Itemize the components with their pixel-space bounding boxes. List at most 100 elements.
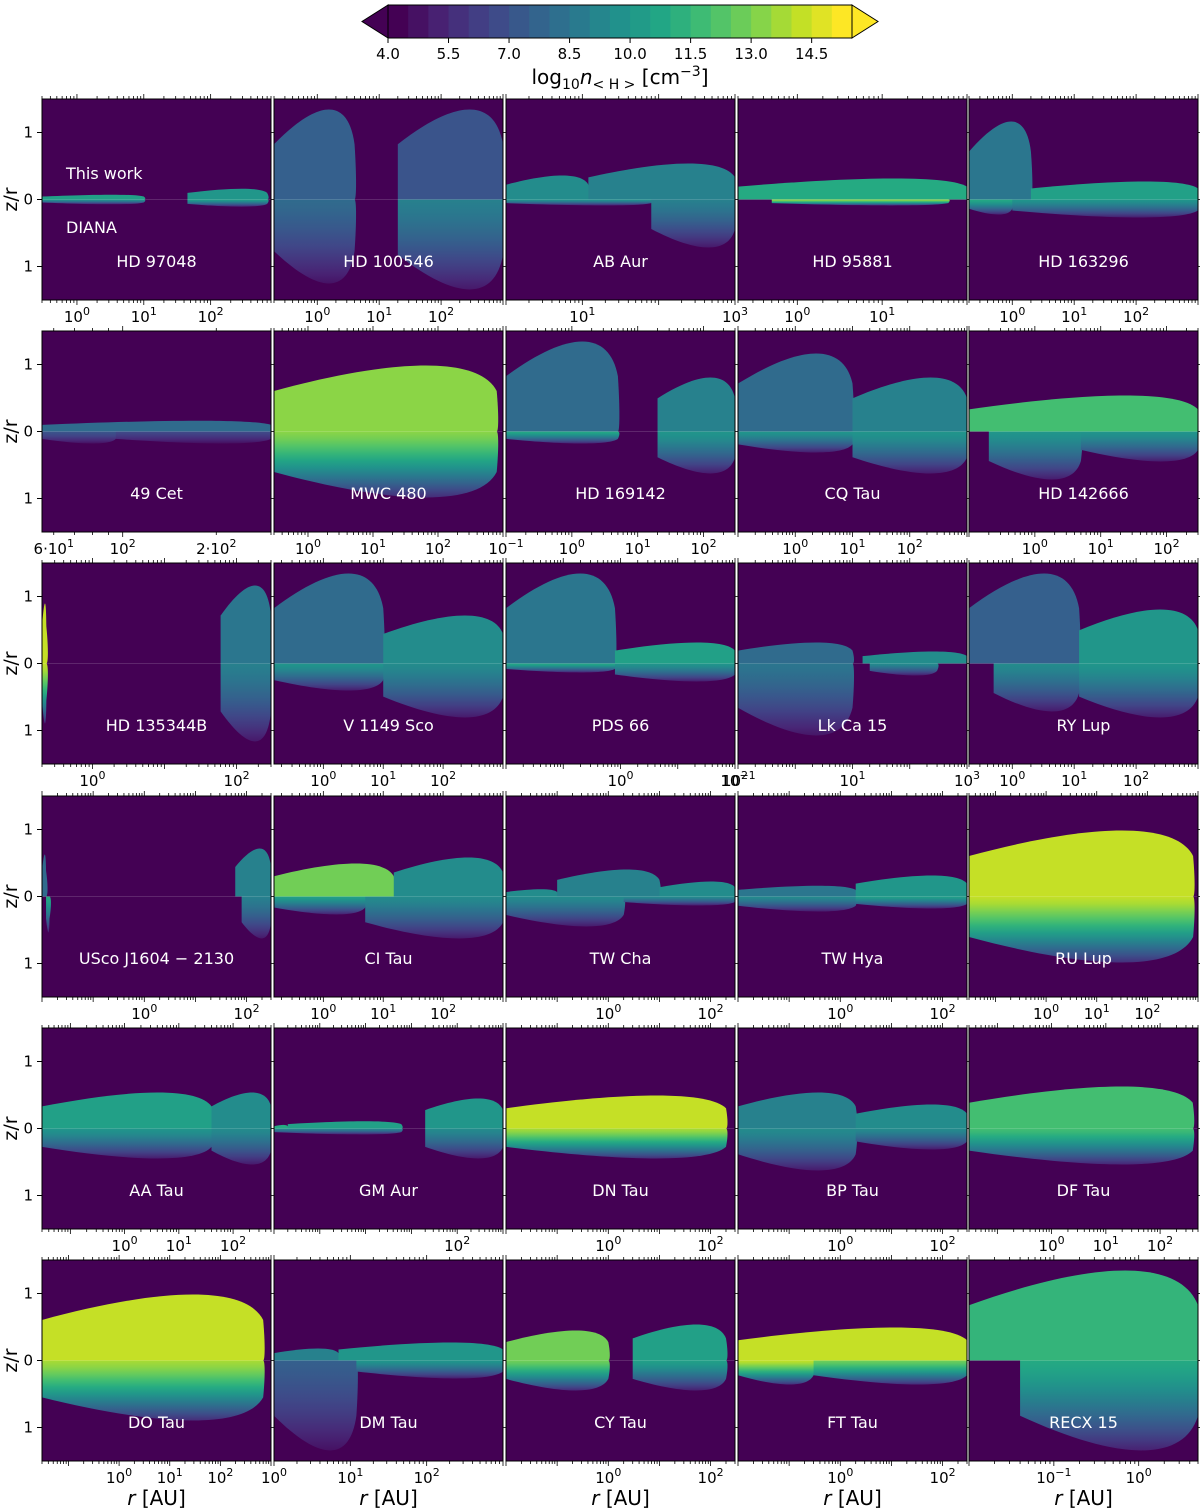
- diana-density-region: [738, 431, 854, 453]
- colorbar-tick-label: 4.0: [376, 45, 400, 63]
- diana-density-region: [506, 199, 653, 206]
- diana-density-region: [365, 896, 503, 939]
- panel-name: BP Tau: [826, 1181, 879, 1200]
- x-tick-label: 100: [64, 305, 90, 326]
- y-tick-label: 1: [23, 1053, 33, 1071]
- this-work-density-region: [274, 573, 385, 664]
- x-tick-label: 101: [1093, 1234, 1119, 1255]
- diana-density-region: [969, 896, 1195, 963]
- this-work-density-region: [338, 1342, 503, 1361]
- y-tick-label: 0: [23, 1352, 33, 1370]
- x-tick-label: 100: [1022, 537, 1048, 558]
- disk-panel: V 1149 Sco 100 101 102: [273, 558, 506, 790]
- colorbar-level: [488, 5, 510, 38]
- x-tick-label: 10−1: [488, 537, 523, 558]
- this-work-density-region: [187, 188, 269, 200]
- diana-density-region: [46, 896, 51, 933]
- disk-panel: RU Lup 100 101 102: [968, 791, 1200, 1023]
- panel-name: TW Cha: [589, 949, 652, 968]
- x-tick-label: 6·101: [34, 537, 74, 558]
- x-tick-label: 101: [131, 305, 157, 326]
- diana-density-region: [738, 1360, 816, 1385]
- y-tick-label: 1: [23, 124, 33, 142]
- disk-panel: CQ Tau 100 101 102: [737, 326, 970, 558]
- legend-diana: DIANA: [66, 218, 117, 237]
- this-work-density-region: [659, 881, 735, 897]
- x-tick-label: 101: [1061, 769, 1087, 790]
- colorbar-level: [751, 5, 772, 38]
- disk-panel: PDS 66 100 102: [505, 558, 748, 790]
- disk-panel: BP Tau 100 102: [737, 1023, 970, 1255]
- x-tick-label: 10−1: [1036, 1466, 1071, 1487]
- colorbar-under-arrow: [361, 4, 389, 39]
- y-tick-label: 1: [23, 722, 33, 740]
- panel-name: DN Tau: [592, 1181, 648, 1200]
- x-tick-label: 100: [999, 305, 1025, 326]
- panel-name: HD 163296: [1038, 252, 1129, 271]
- colorbar-level: [650, 5, 671, 38]
- this-work-density-region: [42, 854, 48, 897]
- this-work-density-region: [1079, 609, 1198, 664]
- y-tick-label: 0: [23, 1120, 33, 1138]
- x-axis-label: r [AU]: [823, 1486, 882, 1509]
- this-work-density-region: [969, 121, 1033, 200]
- this-work-density-region: [657, 377, 735, 432]
- y-tick-label: 0: [23, 655, 33, 673]
- x-tick-label: 100: [304, 305, 330, 326]
- x-tick-label: 101: [1061, 305, 1087, 326]
- panel-name: HD 97048: [116, 252, 196, 271]
- this-work-density-region: [969, 1270, 1198, 1361]
- diana-density-region: [852, 431, 967, 474]
- x-tick-label: 100: [261, 1466, 287, 1487]
- diana-density-region: [855, 896, 967, 909]
- x-tick-label: 2·102: [196, 537, 236, 558]
- colorbar-level: [791, 5, 813, 38]
- panel-name: CI Tau: [364, 949, 412, 968]
- x-tick-label: 100: [782, 537, 808, 558]
- diana-density-region: [425, 1128, 503, 1159]
- x-tick-label: 100: [595, 1002, 621, 1023]
- this-work-density-region: [506, 341, 620, 432]
- x-tick-label: 100: [310, 1002, 336, 1023]
- colorbar-level: [569, 5, 591, 38]
- this-work-density-region: [274, 109, 357, 200]
- disk-panel: HD 100546 100 101 102: [273, 94, 506, 326]
- diana-density-region: [1079, 663, 1198, 718]
- this-work-density-region: [42, 194, 146, 200]
- y-axis-label: z/r: [0, 651, 22, 675]
- x-tick-label: 102: [1123, 305, 1149, 326]
- this-work-density-region: [274, 863, 396, 897]
- colorbar-tick-label: 10.0: [613, 45, 646, 63]
- x-tick-label: 101: [839, 769, 865, 790]
- panel-name: TW Hya: [821, 949, 884, 968]
- panel-name: HD 95881: [812, 252, 892, 271]
- disk-panel: RY Lup 100 101 102: [968, 558, 1200, 790]
- diana-density-region: [623, 896, 735, 906]
- x-tick-label: 101: [360, 537, 386, 558]
- this-work-density-region: [42, 1294, 265, 1361]
- this-work-density-region: [1030, 181, 1198, 200]
- colorbar-level: [509, 5, 530, 38]
- x-tick-label: 10−1: [720, 769, 755, 790]
- this-work-density-region: [614, 642, 735, 664]
- x-tick-label: 100: [131, 1002, 157, 1023]
- disk-panel: DN Tau 100 102: [505, 1023, 738, 1255]
- y-tick-label: 1: [23, 955, 33, 973]
- this-work-density-region: [274, 1124, 290, 1129]
- y-axis-label: z/r: [0, 419, 22, 443]
- this-work-density-region: [274, 1348, 341, 1361]
- x-tick-label: 102: [722, 769, 748, 790]
- diana-density-region: [220, 663, 271, 742]
- colorbar-level: [468, 5, 490, 38]
- y-axis-label: z/r: [0, 1116, 22, 1140]
- y-axis-label: z/r: [0, 187, 22, 211]
- diana-density-region: [738, 1128, 858, 1171]
- x-tick-label: 101: [1088, 537, 1114, 558]
- colorbar-over-arrow: [851, 4, 879, 39]
- colorbar-level: [690, 5, 712, 38]
- disk-panel: Lk Ca 15 10−1 101 103: [720, 558, 980, 790]
- y-tick-label: 1: [23, 1187, 33, 1205]
